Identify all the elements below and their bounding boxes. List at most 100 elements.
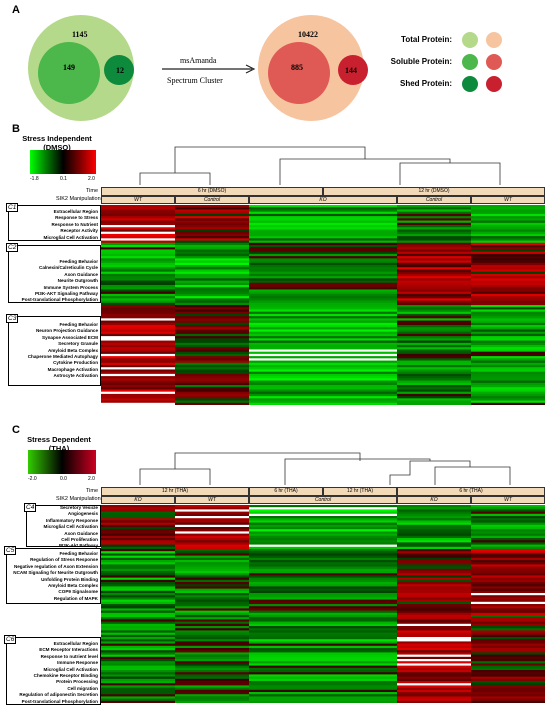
c-heat-cell [397, 692, 471, 695]
c-heat-cell [471, 643, 545, 647]
b-heat-cell [471, 269, 545, 273]
c-heat-cell [397, 518, 471, 521]
b-heat-cell [249, 329, 397, 333]
b-heat-cell [249, 258, 397, 261]
b-heat-cell [101, 251, 175, 255]
c-heat-cell [249, 641, 397, 644]
c-heat-cell [175, 538, 249, 541]
b-heat-cell [397, 307, 471, 310]
c-heat-cell [249, 577, 397, 581]
b-gene-term: Amyloid Beta Complex [47, 347, 98, 353]
c-heat-cell [175, 553, 249, 556]
c-heat-cell [101, 670, 175, 673]
b-heat-cell [471, 225, 545, 228]
c-heat-cell [175, 597, 249, 600]
b-heat-cell [175, 327, 249, 330]
b-heat-cell [397, 242, 471, 246]
c-heat-cell [101, 575, 175, 578]
c-heat-cell [397, 507, 471, 510]
c-heat-cell [101, 676, 175, 680]
c-heat-cell [397, 672, 471, 675]
c-heat-cell [397, 632, 471, 636]
c-gene-term: Angiogenesis [67, 511, 98, 517]
c-gene-term: Axon Guidance [64, 530, 98, 536]
c-heat-cell [249, 681, 397, 684]
b-heat-cell [175, 347, 249, 350]
c-heat-cell [249, 650, 397, 653]
c-heat-cell [101, 538, 175, 541]
c-heat-cell [175, 516, 249, 519]
b-heat-cell [397, 313, 471, 317]
c-heat-cell [471, 615, 545, 618]
c-title-line1: Stress Dependent [27, 435, 91, 444]
b-heat-cell [397, 296, 471, 299]
c-heat-cell [397, 615, 471, 618]
c-heat-cell [175, 590, 249, 594]
c-heat-cell [471, 683, 545, 686]
b-manip-label: SIK2 Manipulation [56, 196, 101, 202]
b-heat-cell [101, 293, 175, 297]
c-heat-cell [101, 659, 175, 662]
b-heat-cell [471, 278, 545, 281]
c-heat-cell [101, 661, 175, 664]
c-heat-cell [471, 652, 545, 655]
c-heat-cell [249, 560, 397, 563]
c-heat-cell [249, 593, 397, 596]
b-heat-cell [101, 296, 175, 299]
c-heat-cell [397, 544, 471, 548]
c-gene-term: Microglial Cell Activation [43, 524, 98, 530]
c-heat-cell [249, 551, 397, 554]
b-heat-cell [249, 222, 397, 226]
b-heat-cell [397, 351, 471, 355]
b-heat-cell [471, 380, 545, 384]
b-heat-cell [471, 402, 545, 405]
c-heat-cell [101, 590, 175, 594]
c-heat-cell [397, 608, 471, 611]
c-heat-cell [175, 544, 249, 548]
b-heat-cell [175, 276, 249, 279]
c-heat-cell [175, 513, 249, 517]
c-heat-cell [175, 527, 249, 530]
c-heat-cell [175, 615, 249, 618]
c-heat-cell [471, 538, 545, 541]
c-manip-2: WT [175, 496, 249, 504]
c-heat-cell [471, 632, 545, 636]
b-heat-cell [471, 313, 545, 317]
c-manip-3: Control [249, 496, 397, 504]
b-heat-cell [249, 256, 397, 259]
c-heat-cell [249, 573, 397, 576]
b-cluster-c1-genes: Extracellular Region Response to Stress Re… [18, 209, 98, 241]
c-heat-cell [249, 588, 397, 592]
b-gene-term: Response to Stress [55, 215, 98, 221]
c-heat-cell [175, 643, 249, 647]
c-heat-cell [101, 516, 175, 519]
c-heat-cell [471, 608, 545, 611]
c-heat-cell [249, 672, 397, 675]
c-heat-cell [249, 643, 397, 647]
b-heat-cell [101, 358, 175, 361]
b-gene-term: Synapse Associated ECM [42, 334, 98, 340]
c-heat-cell [175, 524, 249, 528]
b-heat-cell [397, 238, 471, 241]
b-heat-cell [471, 358, 545, 361]
c-heat-cell [249, 678, 397, 682]
b-heat-cell [101, 396, 175, 399]
b-heat-cell [397, 298, 471, 301]
c-heat-cell [175, 665, 249, 669]
c-heat-cell [101, 645, 175, 649]
b-heat-cell [101, 360, 175, 364]
c-heat-cell [175, 630, 249, 633]
b-heat-cell [249, 385, 397, 388]
b-heat-cell [175, 285, 249, 288]
b-heat-cell [397, 345, 471, 348]
b-heat-cell [101, 325, 175, 328]
b-heat-cell [175, 262, 249, 266]
b-title-line2: (DMSO) [43, 143, 71, 152]
c-heat-cell [471, 678, 545, 682]
b-heat-cell [471, 231, 545, 235]
c-heat-cell [471, 588, 545, 592]
b-heat-cell [471, 296, 545, 299]
c-heat-cell [397, 535, 471, 539]
b-heat-cell [397, 229, 471, 233]
b-heat-cell [397, 360, 471, 364]
